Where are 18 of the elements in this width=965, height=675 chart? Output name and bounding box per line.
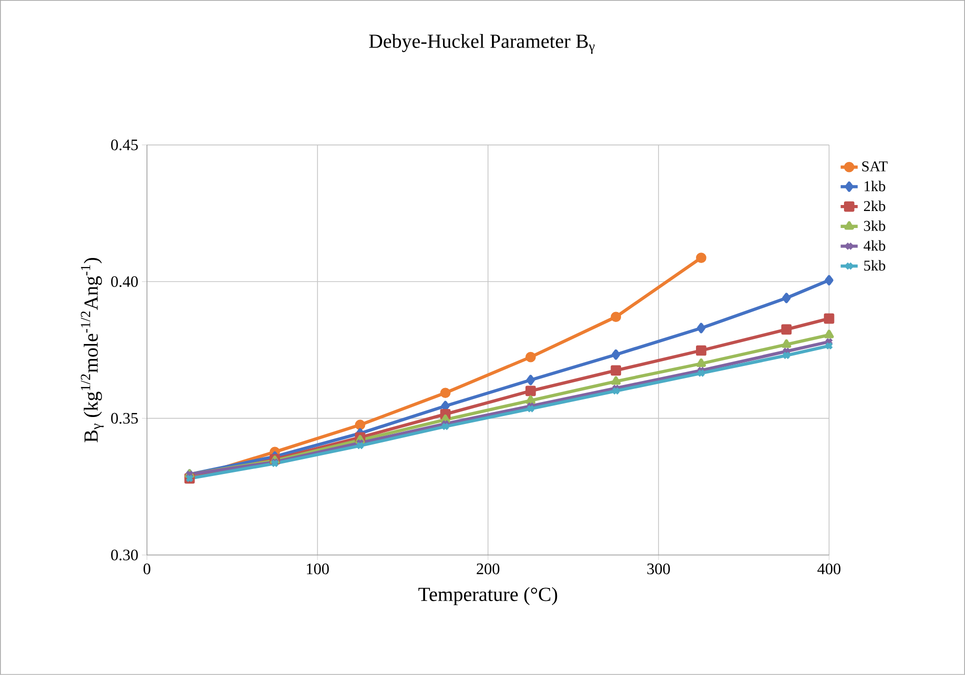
x-tick-label: 400 xyxy=(817,564,840,574)
x-tick-label: 300 xyxy=(647,564,670,574)
x-axis-title: Temperature (°C) xyxy=(418,587,558,606)
y-tick-label: 0.45 xyxy=(111,140,138,150)
legend-label: 3kb xyxy=(864,220,886,231)
y-tick-label: 0.40 xyxy=(111,276,138,288)
legend-label: SAT xyxy=(862,161,888,172)
legend-label: 5kb xyxy=(864,260,886,271)
legend-label: 2kb xyxy=(864,200,886,212)
x-tick-label: 0 xyxy=(144,564,150,574)
x-tick-label: 200 xyxy=(476,564,500,574)
y-tick-label: 0.30 xyxy=(111,550,138,560)
text: B$_{γ}$ (kg$^{1/2}$mole$^{-1/2}$Ang$^{-1}$) xyxy=(80,258,104,442)
x-tick-label: 100 xyxy=(306,564,329,574)
chart-title: Debye-Huckel Parameter B$_{γ}$ xyxy=(369,34,595,54)
y-tick-label: 0.35 xyxy=(111,412,138,424)
legend-label: 1kb xyxy=(864,180,886,192)
legend-label: 4kb xyxy=(864,240,886,251)
